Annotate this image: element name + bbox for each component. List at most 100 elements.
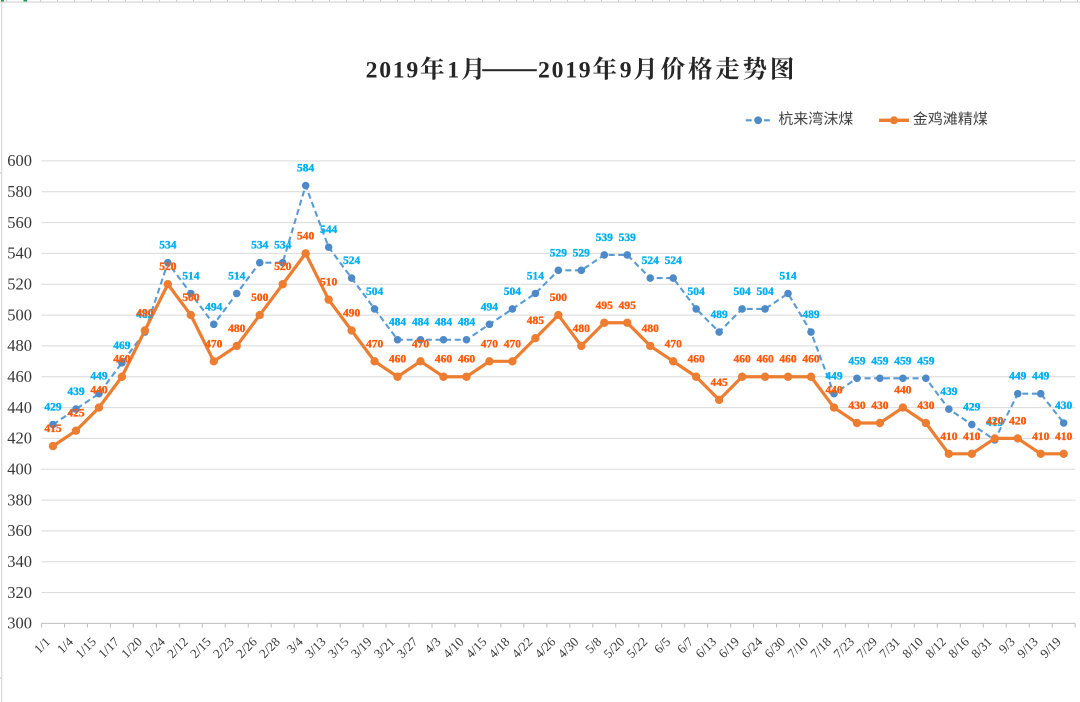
svg-text:460: 460	[113, 354, 131, 366]
svg-text:529: 529	[550, 247, 568, 259]
svg-text:440: 440	[894, 385, 912, 397]
svg-text:480: 480	[642, 323, 660, 335]
svg-text:514: 514	[779, 270, 797, 282]
svg-text:1: 1	[393, 58, 405, 84]
svg-text:449: 449	[90, 371, 108, 383]
svg-text:440: 440	[90, 385, 108, 397]
svg-text:410: 410	[1055, 431, 1073, 443]
svg-text:459: 459	[894, 355, 912, 367]
svg-text:500: 500	[182, 292, 200, 304]
svg-text:2: 2	[366, 58, 378, 84]
svg-text:495: 495	[596, 300, 614, 312]
svg-text:524: 524	[665, 255, 683, 267]
svg-text:460: 460	[7, 367, 32, 386]
svg-text:439: 439	[67, 386, 85, 398]
svg-text:410: 410	[963, 431, 981, 443]
svg-text:460: 460	[458, 354, 476, 366]
svg-text:400: 400	[7, 460, 32, 479]
svg-text:500: 500	[251, 292, 269, 304]
svg-text:494: 494	[205, 301, 223, 313]
svg-text:459: 459	[917, 355, 935, 367]
svg-text:430: 430	[848, 400, 866, 412]
svg-text:504: 504	[733, 286, 751, 298]
svg-text:460: 460	[688, 354, 706, 366]
svg-text:560: 560	[7, 213, 32, 232]
svg-text:500: 500	[7, 305, 32, 324]
svg-text:439: 439	[940, 386, 958, 398]
svg-text:300: 300	[7, 614, 32, 633]
svg-text:429: 429	[44, 402, 62, 414]
svg-text:460: 460	[756, 354, 774, 366]
svg-text:540: 540	[297, 230, 315, 242]
svg-text:480: 480	[228, 323, 246, 335]
svg-text:470: 470	[205, 338, 223, 350]
svg-text:1: 1	[447, 58, 459, 84]
svg-text:415: 415	[44, 423, 62, 435]
svg-text:484: 484	[435, 317, 453, 329]
svg-text:489: 489	[802, 309, 820, 321]
svg-text:490: 490	[136, 307, 154, 319]
svg-text:540: 540	[7, 244, 32, 263]
svg-text:1: 1	[565, 58, 577, 84]
svg-text:489: 489	[711, 309, 729, 321]
svg-text:449: 449	[1032, 371, 1050, 383]
svg-text:470: 470	[665, 338, 683, 350]
svg-text:504: 504	[756, 286, 774, 298]
svg-text:534: 534	[274, 240, 292, 252]
svg-text:469: 469	[113, 340, 131, 352]
svg-text:430: 430	[871, 400, 889, 412]
svg-text:524: 524	[343, 255, 361, 267]
svg-text:504: 504	[688, 286, 706, 298]
svg-text:470: 470	[481, 338, 499, 350]
svg-text:514: 514	[228, 270, 246, 282]
svg-text:430: 430	[917, 400, 935, 412]
svg-text:485: 485	[527, 315, 545, 327]
svg-text:534: 534	[159, 240, 177, 252]
svg-text:9: 9	[579, 58, 591, 84]
svg-text:420: 420	[1009, 415, 1027, 427]
svg-text:520: 520	[159, 261, 177, 273]
svg-text:470: 470	[366, 338, 384, 350]
svg-text:489: 489	[136, 309, 154, 321]
svg-text:410: 410	[1032, 431, 1050, 443]
svg-text:9: 9	[406, 58, 418, 84]
svg-text:520: 520	[274, 261, 292, 273]
svg-text:520: 520	[7, 275, 32, 294]
svg-text:544: 544	[320, 224, 338, 236]
svg-text:419: 419	[986, 417, 1004, 429]
svg-text:449: 449	[825, 371, 843, 383]
svg-text:504: 504	[366, 286, 384, 298]
svg-text:524: 524	[642, 255, 660, 267]
svg-text:484: 484	[458, 317, 476, 329]
svg-text:510: 510	[320, 277, 338, 289]
svg-text:449: 449	[1009, 371, 1027, 383]
svg-text:9: 9	[620, 58, 632, 84]
svg-text:340: 340	[7, 552, 32, 571]
svg-text:529: 529	[573, 247, 591, 259]
svg-text:460: 460	[802, 354, 820, 366]
svg-text:490: 490	[343, 307, 361, 319]
svg-text:459: 459	[848, 355, 866, 367]
svg-text:514: 514	[527, 270, 545, 282]
svg-text:410: 410	[940, 431, 958, 443]
svg-text:580: 580	[7, 182, 32, 201]
svg-text:500: 500	[550, 292, 568, 304]
svg-text:460: 460	[435, 354, 453, 366]
svg-text:320: 320	[7, 583, 32, 602]
svg-text:420: 420	[986, 415, 1004, 427]
svg-text:584: 584	[297, 163, 315, 175]
svg-text:470: 470	[412, 338, 430, 350]
svg-text:539: 539	[619, 232, 637, 244]
svg-text:440: 440	[825, 385, 843, 397]
svg-text:459: 459	[871, 355, 889, 367]
svg-text:460: 460	[733, 354, 751, 366]
svg-text:445: 445	[711, 377, 729, 389]
svg-text:429: 429	[963, 402, 981, 414]
svg-text:539: 539	[596, 232, 614, 244]
svg-text:470: 470	[504, 338, 522, 350]
svg-text:484: 484	[412, 317, 430, 329]
svg-text:425: 425	[67, 408, 85, 420]
svg-text:420: 420	[7, 429, 32, 448]
svg-text:380: 380	[7, 490, 32, 509]
svg-text:495: 495	[619, 300, 637, 312]
